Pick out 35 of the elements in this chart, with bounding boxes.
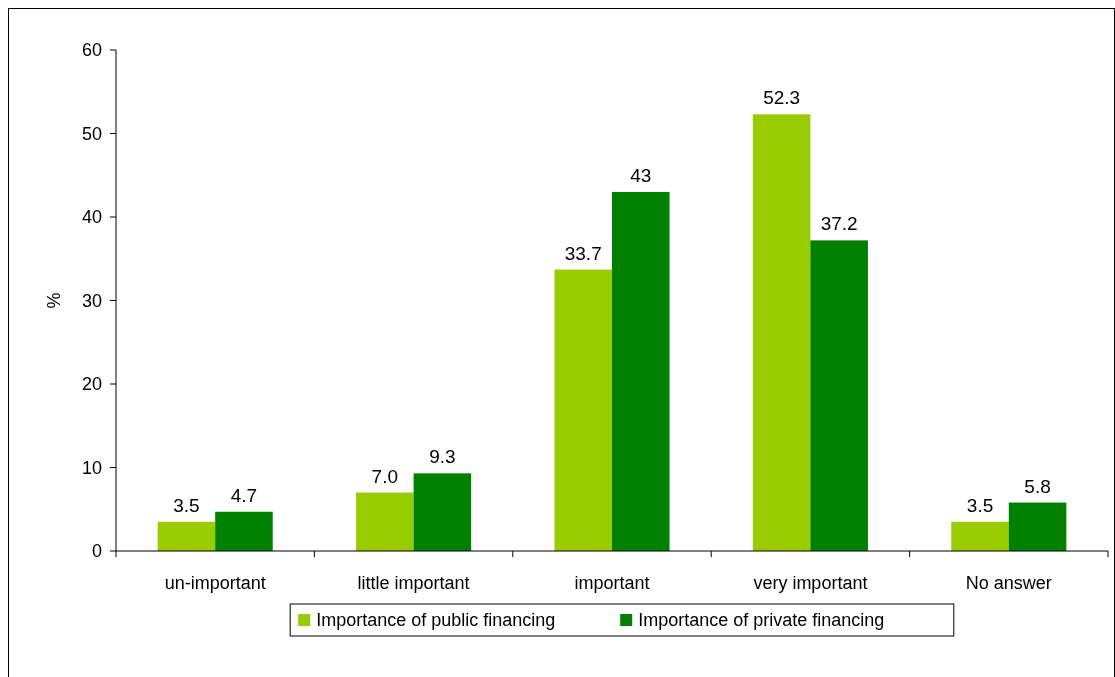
y-tick-label: 0 (91, 541, 102, 562)
y-tick-label: 50 (81, 123, 102, 144)
legend-label: Importance of private financing (638, 610, 885, 631)
bar (215, 511, 273, 551)
x-tick-label: No answer (965, 573, 1052, 593)
y-tick-label: 10 (81, 457, 102, 478)
bar (752, 114, 811, 551)
bar (612, 191, 670, 551)
bar (1008, 502, 1067, 551)
x-tick-label: important (574, 573, 650, 593)
x-tick-label: little important (357, 573, 470, 593)
data-label: 3.5 (173, 494, 200, 516)
legend-label: Importance of public financing (316, 610, 556, 631)
bar (951, 521, 1009, 551)
data-label: 3.5 (966, 494, 994, 516)
x-tick-label: very important (753, 573, 868, 593)
data-label: 5.8 (1024, 475, 1051, 497)
bar (413, 473, 472, 551)
bar (157, 521, 216, 551)
y-tick-label: 40 (81, 207, 102, 228)
data-label: 7.0 (371, 465, 399, 487)
y-tick-label: 60 (81, 40, 102, 61)
bar (810, 240, 868, 551)
data-label: 37.2 (820, 213, 858, 235)
data-label: 52.3 (763, 87, 801, 109)
bar (554, 269, 612, 551)
y-tick-label: 30 (81, 290, 102, 311)
data-label: 43 (630, 164, 652, 186)
data-label: 33.7 (564, 242, 602, 264)
bar (356, 492, 414, 551)
data-label: 4.7 (230, 484, 258, 506)
y-axis-title: % (44, 292, 64, 309)
data-label: 9.3 (429, 446, 456, 468)
x-tick-label: un-important (164, 573, 266, 593)
y-tick-label: 20 (81, 374, 102, 395)
